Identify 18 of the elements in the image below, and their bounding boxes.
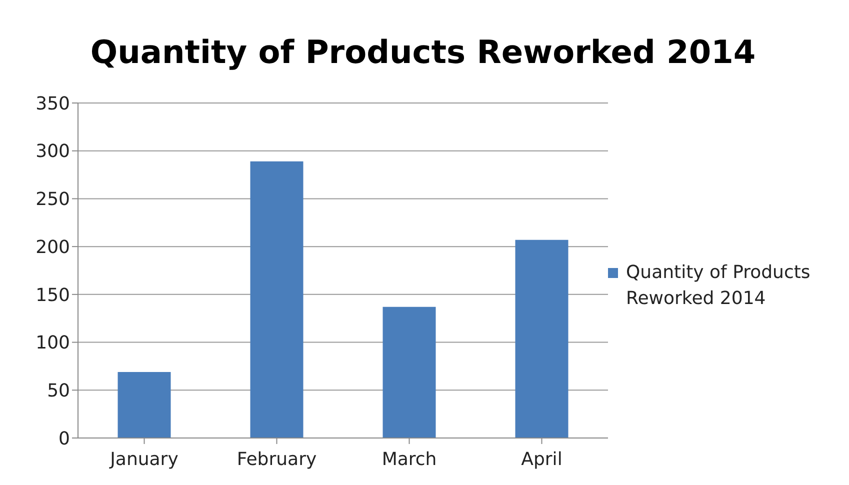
- y-tick-label: 250: [36, 189, 70, 210]
- bar: [515, 240, 568, 438]
- bar: [250, 161, 304, 438]
- y-tick-label: 150: [36, 284, 70, 306]
- x-tick-label: February: [236, 448, 317, 470]
- bar: [382, 306, 436, 438]
- chart-title: Quantity of Products Reworked 2014: [89, 32, 757, 73]
- x-tick-label: March: [382, 448, 437, 470]
- y-tick-label: 350: [36, 93, 70, 114]
- y-tick-label: 50: [47, 380, 70, 402]
- y-tick-label: 300: [36, 141, 70, 162]
- x-tick-label: January: [109, 448, 179, 470]
- y-tick-label: 100: [36, 332, 70, 354]
- x-tick-label: April: [521, 448, 562, 470]
- legend-label: Quantity of Products Reworked 2014: [626, 260, 812, 310]
- y-tick-label: 0: [58, 428, 70, 450]
- y-tick-label: 200: [36, 236, 70, 258]
- bar: [118, 372, 171, 438]
